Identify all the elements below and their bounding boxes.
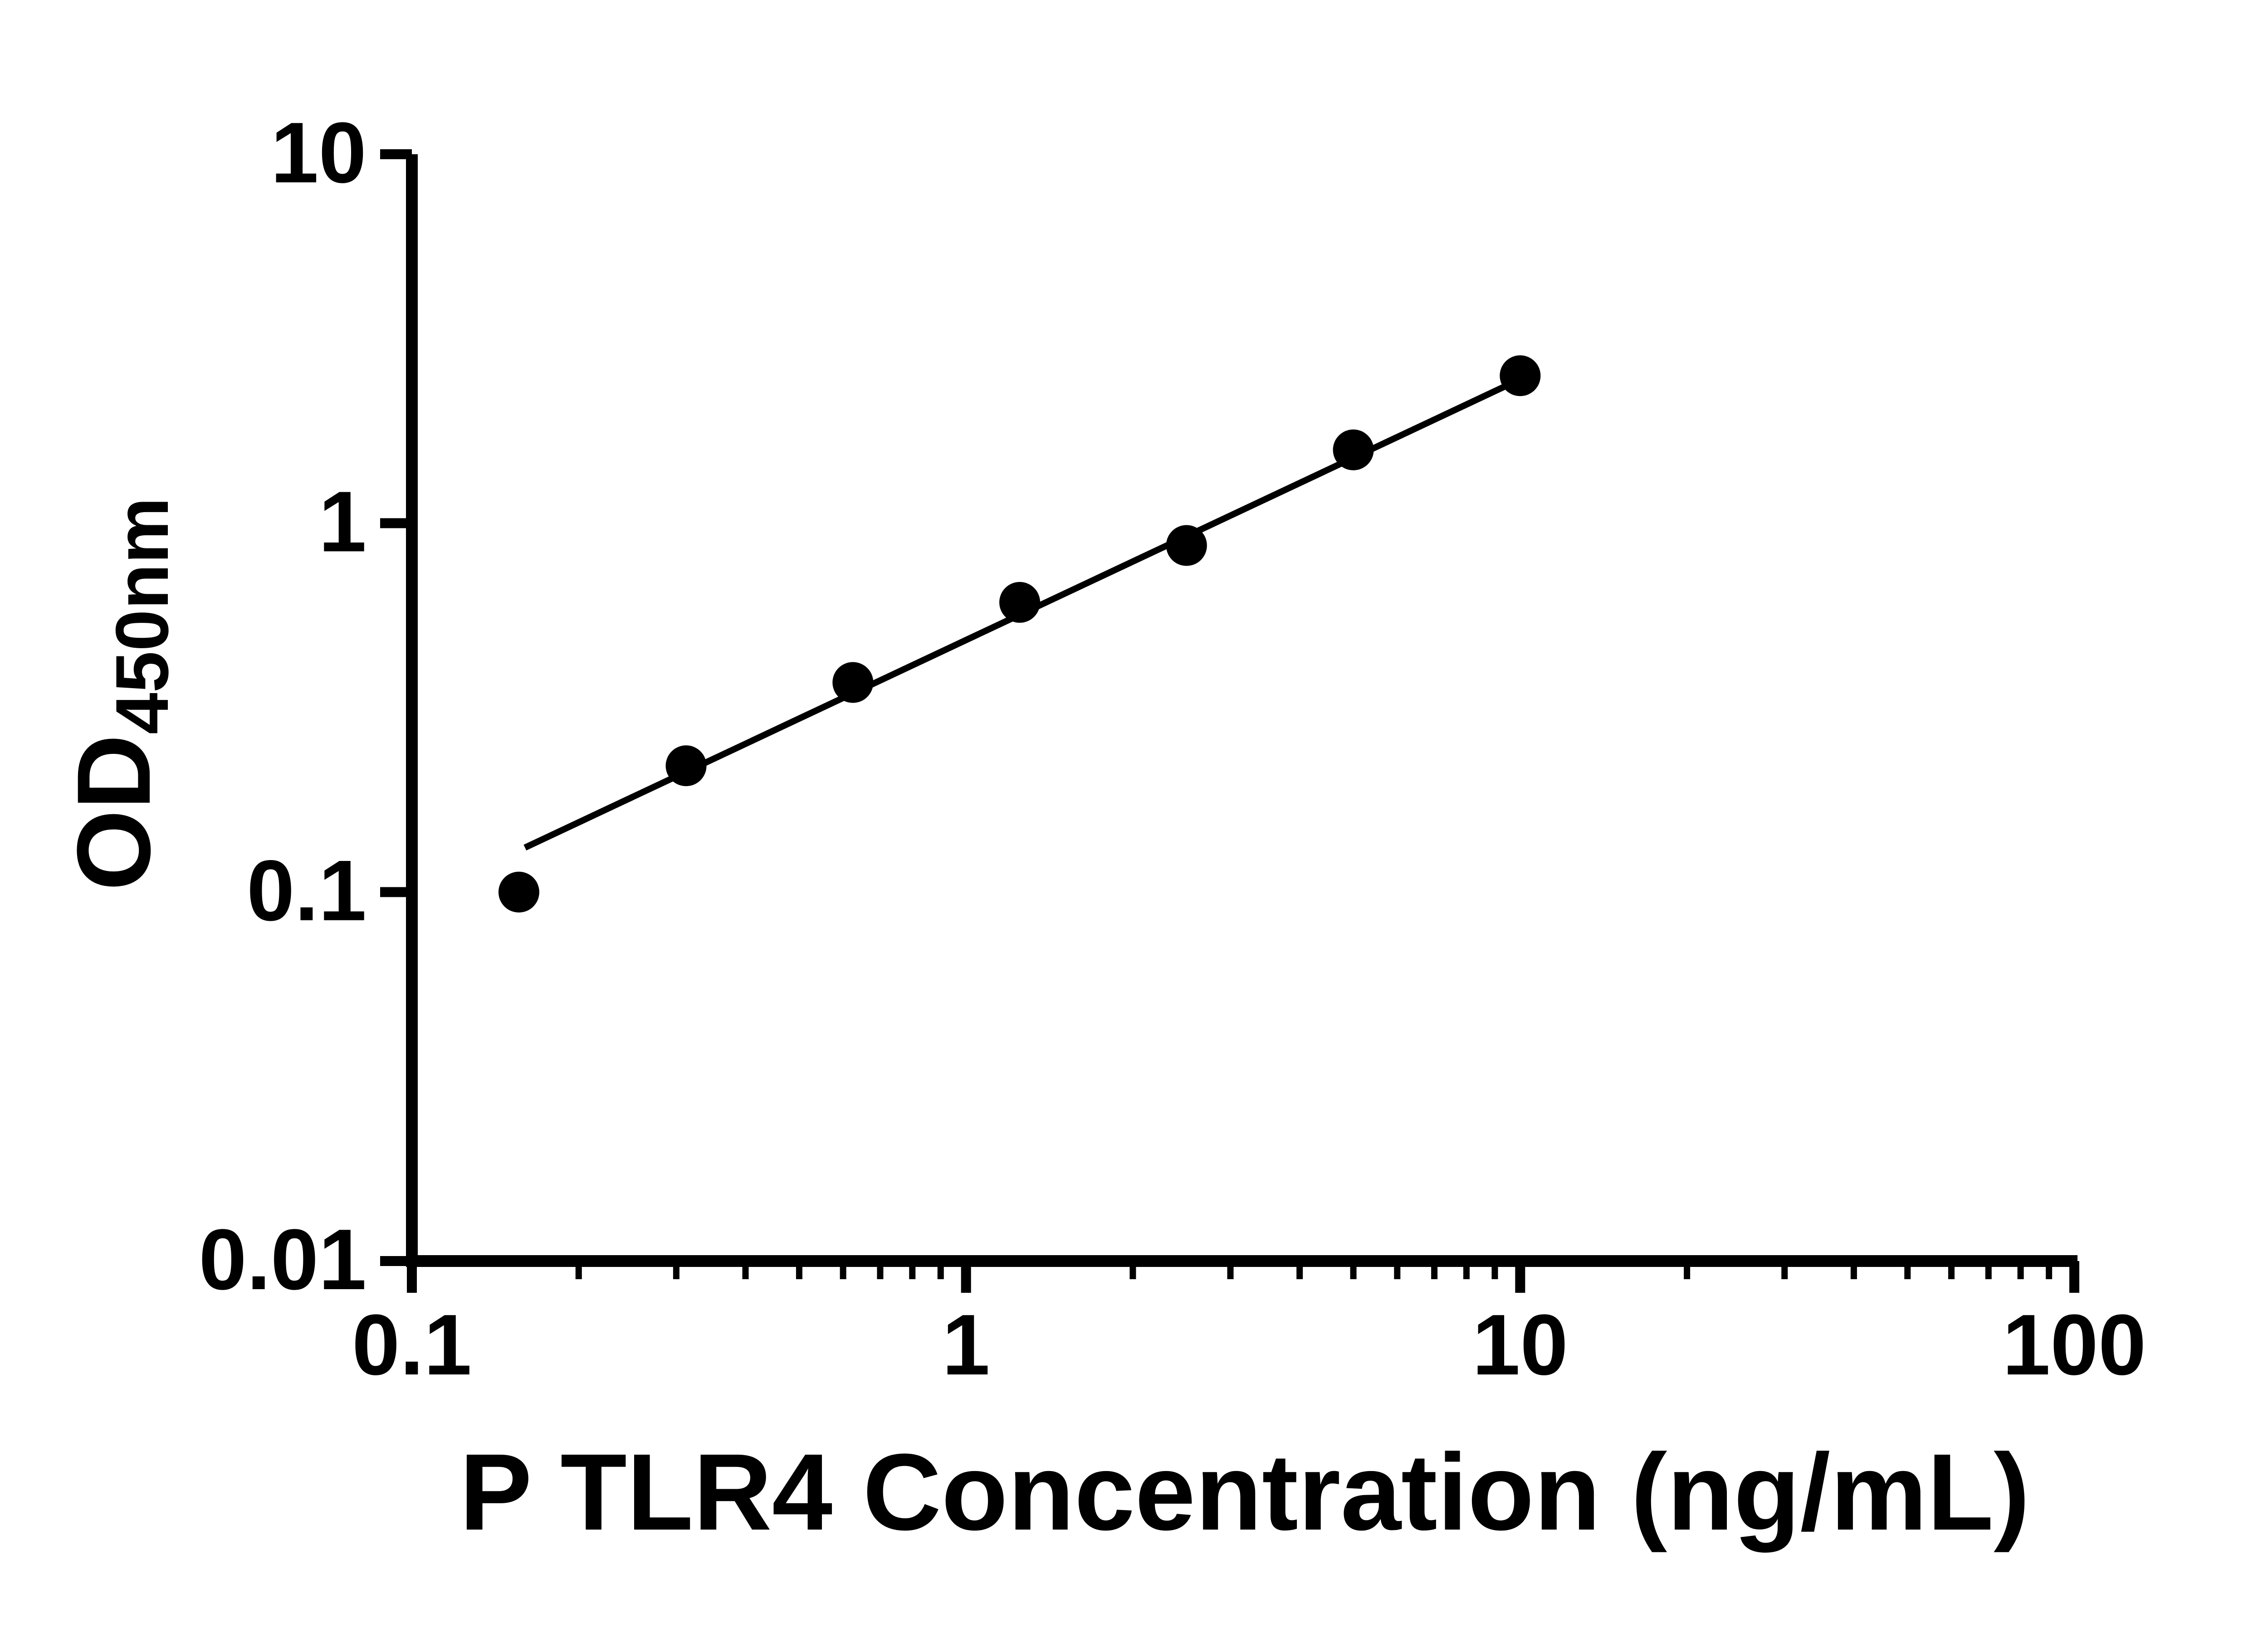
x-tick-label: 10 (1472, 1297, 1568, 1393)
x-tick-label: 0.1 (352, 1297, 472, 1393)
data-point (1166, 525, 1207, 566)
y-tick-label: 0.01 (199, 1212, 367, 1308)
x-axis-title: P TLR4 Concentration (ng/mL) (459, 1431, 2030, 1553)
y-axis-title: OD450nm (55, 497, 184, 891)
y-tick-label: 10 (271, 105, 367, 201)
axis-lines (406, 154, 2077, 1267)
x-tick-label: 100 (2002, 1297, 2146, 1393)
data-point (1333, 429, 1374, 470)
y-tick-label: 1 (318, 474, 367, 570)
data-point (665, 745, 707, 787)
data-point (999, 582, 1041, 623)
y-axis-title-subscript: 450nm (100, 497, 184, 734)
y-tick-label: 0.1 (247, 843, 367, 939)
x-tick-label: 1 (942, 1297, 990, 1393)
data-point (1500, 355, 1541, 396)
data-point (832, 662, 874, 703)
y-axis-title-main: OD (55, 734, 172, 891)
data-point (498, 871, 539, 913)
